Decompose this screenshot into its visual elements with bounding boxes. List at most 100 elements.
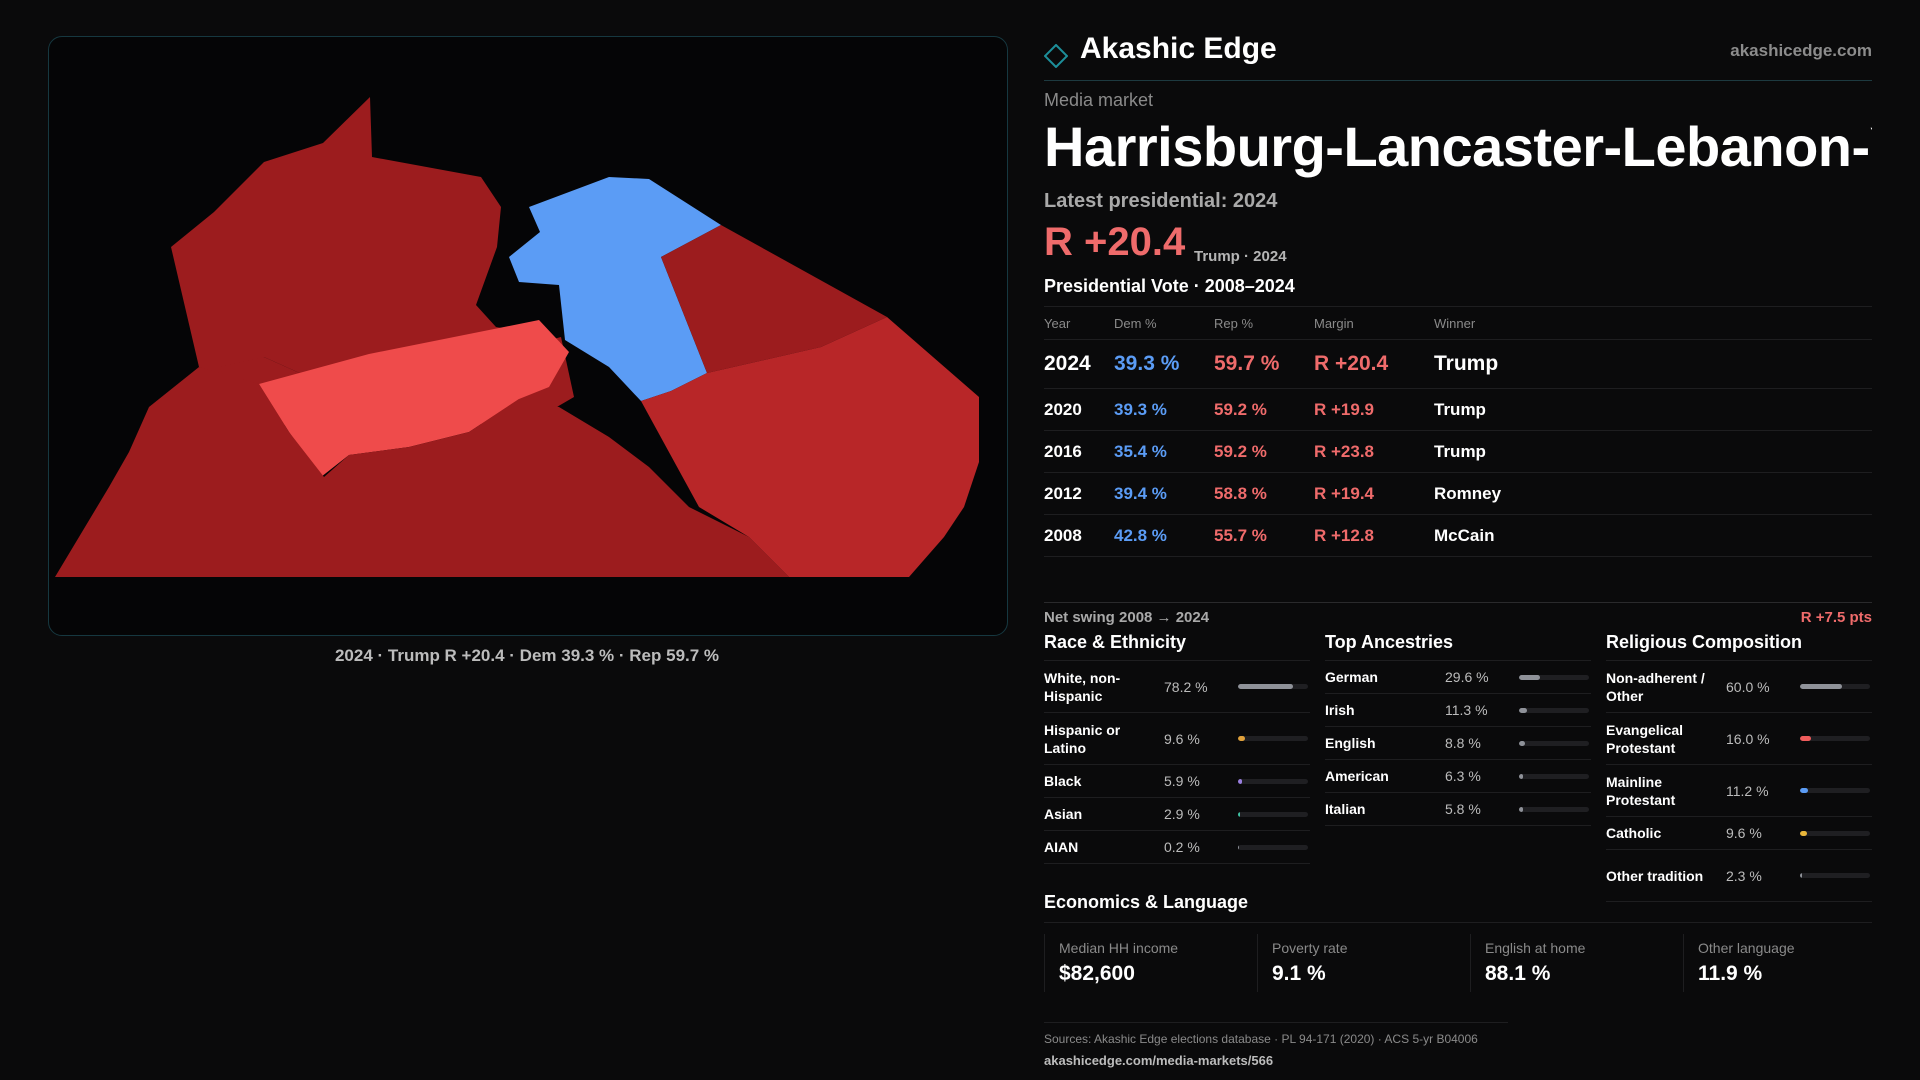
county-shape[interactable]: [259, 320, 569, 477]
latest-presidential-label: Latest presidential: 2024: [1044, 190, 1278, 212]
share-bar: [1238, 811, 1308, 817]
share-bar-fill: [1800, 830, 1807, 836]
county-map[interactable]: [48, 36, 1008, 636]
winner-cell: Trump: [1434, 430, 1872, 473]
top-ancestries-section: Top Ancestries German 29.6 % Irish 11.3 % En…: [1325, 630, 1591, 826]
stat-other-language: Other language 11.9 %: [1683, 934, 1872, 992]
share-bar-fill: [1800, 736, 1812, 741]
race-ethnicity-title: Race & Ethnicity: [1044, 630, 1310, 661]
list-item: Italian 5.8 %: [1325, 793, 1591, 826]
demo-label: Black: [1044, 773, 1082, 789]
rep-cell: 55.7 %: [1214, 514, 1314, 557]
share-bar: [1238, 736, 1308, 741]
list-item: Irish 11.3 %: [1325, 694, 1591, 727]
share-bar: [1800, 788, 1870, 793]
margin-cell: R +12.8: [1314, 514, 1434, 557]
county-shape[interactable]: [171, 97, 552, 382]
col-rep: Rep %: [1214, 306, 1314, 340]
demo-label: Other tradition: [1606, 867, 1704, 884]
economics-grid: Median HH income $82,600 Poverty rate 9.…: [1044, 934, 1872, 994]
demo-label: Mainline Protestant: [1606, 773, 1676, 808]
rep-cell: 59.2 %: [1214, 430, 1314, 473]
demo-label: English: [1325, 735, 1376, 751]
share-bar: [1238, 684, 1308, 689]
share-bar-fill: [1519, 674, 1540, 680]
vote-history-title: Presidential Vote · 2008–2024: [1044, 276, 1295, 296]
demo-value: 78.2 %: [1164, 678, 1208, 695]
stat-median-income: Median HH income $82,600: [1044, 934, 1249, 992]
year-cell: 2020: [1044, 388, 1114, 431]
winner-cell: Trump: [1434, 388, 1872, 431]
share-bar-fill: [1519, 806, 1524, 812]
demo-value: 8.8 %: [1445, 735, 1481, 751]
list-item: Mainline Protestant 11.2 %: [1606, 765, 1872, 817]
stat-poverty-rate: Poverty rate 9.1 %: [1257, 934, 1462, 992]
dem-cell: 39.4 %: [1114, 472, 1214, 515]
list-item: Evangelical Protestant 16.0 %: [1606, 713, 1872, 765]
dem-cell: 39.3 %: [1114, 388, 1214, 431]
brand-name: Akashic Edge: [1080, 32, 1277, 65]
page-url-link[interactable]: akashicedge.com/media-markets/566: [1044, 1053, 1274, 1068]
list-item: English 8.8 %: [1325, 727, 1591, 760]
demo-label: Asian: [1044, 806, 1083, 822]
demo-value: 0.2 %: [1164, 839, 1200, 855]
margin-cell: R +23.8: [1314, 430, 1434, 473]
table-row: 2012 39.4 % 58.8 % R +19.4 Romney: [1044, 472, 1872, 515]
share-bar-fill: [1800, 684, 1842, 689]
share-bar-fill: [1519, 773, 1524, 779]
religious-composition-section: Religious Composition Non-adherent / Oth…: [1606, 630, 1872, 902]
table-row: 2016 35.4 % 59.2 % R +23.8 Trump: [1044, 430, 1872, 473]
stat-label: English at home: [1485, 940, 1586, 956]
demo-value: 29.6 %: [1445, 669, 1489, 685]
col-winner: Winner: [1434, 306, 1872, 340]
demo-label: White, non-Hispanic: [1044, 669, 1121, 704]
county-shape[interactable]: [509, 177, 721, 401]
demo-label: Non-adherent / Other: [1606, 669, 1705, 704]
share-bar: [1519, 740, 1589, 746]
county-shape[interactable]: [324, 399, 789, 577]
headline-margin: R +20.4: [1044, 220, 1186, 264]
table-row: 2008 42.8 % 55.7 % R +12.8 McCain: [1044, 514, 1872, 557]
winner-cell: Trump: [1434, 339, 1872, 389]
share-bar: [1519, 773, 1589, 779]
demo-value: 60.0 %: [1726, 678, 1770, 695]
list-item: Asian 2.9 %: [1044, 798, 1310, 831]
list-item: Hispanic or Latino 9.6 %: [1044, 713, 1310, 765]
winner-cell: Romney: [1434, 472, 1872, 515]
demo-value: 6.3 %: [1445, 768, 1481, 784]
rep-cell: 59.2 %: [1214, 388, 1314, 431]
margin-cell: R +20.4: [1314, 339, 1434, 389]
margin-cell: R +19.4: [1314, 472, 1434, 515]
net-swing-row: Net swing 2008 → 2024 R +7.5 pts: [1044, 602, 1872, 631]
religious-composition-title: Religious Composition: [1606, 630, 1872, 661]
brand-url-link[interactable]: akashicedge.com: [1730, 41, 1872, 60]
market-kicker: Media market: [1044, 90, 1154, 110]
share-bar-fill: [1238, 811, 1241, 817]
economics-title: Economics & Language: [1044, 892, 1249, 912]
share-bar-fill: [1519, 740, 1526, 746]
demo-value: 5.9 %: [1164, 773, 1200, 789]
demo-value: 2.3 %: [1726, 867, 1762, 884]
demo-label: Evangelical Protestant: [1606, 721, 1684, 756]
share-bar-fill: [1238, 778, 1243, 784]
stat-value: 88.1 %: [1485, 962, 1551, 985]
share-bar-fill: [1238, 684, 1293, 689]
col-margin: Margin: [1314, 306, 1434, 340]
winner-cell: McCain: [1434, 514, 1872, 557]
share-bar: [1519, 674, 1589, 680]
table-row: 2024 39.3 % 59.7 % R +20.4 Trump: [1044, 339, 1872, 389]
demo-label: Hispanic or Latino: [1044, 721, 1121, 756]
share-bar: [1238, 844, 1308, 850]
stat-value: 9.1 %: [1272, 962, 1326, 985]
map-caption: 2024 · Trump R +20.4 · Dem 39.3 % · Rep …: [334, 646, 720, 665]
list-item: German 29.6 %: [1325, 661, 1591, 694]
demo-label: German: [1325, 669, 1378, 685]
share-bar-fill: [1519, 707, 1527, 713]
county-shape[interactable]: [55, 367, 324, 577]
county-shape[interactable]: [661, 225, 887, 373]
county-shape[interactable]: [641, 317, 979, 577]
sources-note: Sources: Akashic Edge elections database…: [1044, 1032, 1478, 1046]
demo-value: 11.3 %: [1445, 702, 1488, 718]
share-bar: [1519, 806, 1589, 812]
stat-value: 11.9 %: [1698, 962, 1763, 985]
